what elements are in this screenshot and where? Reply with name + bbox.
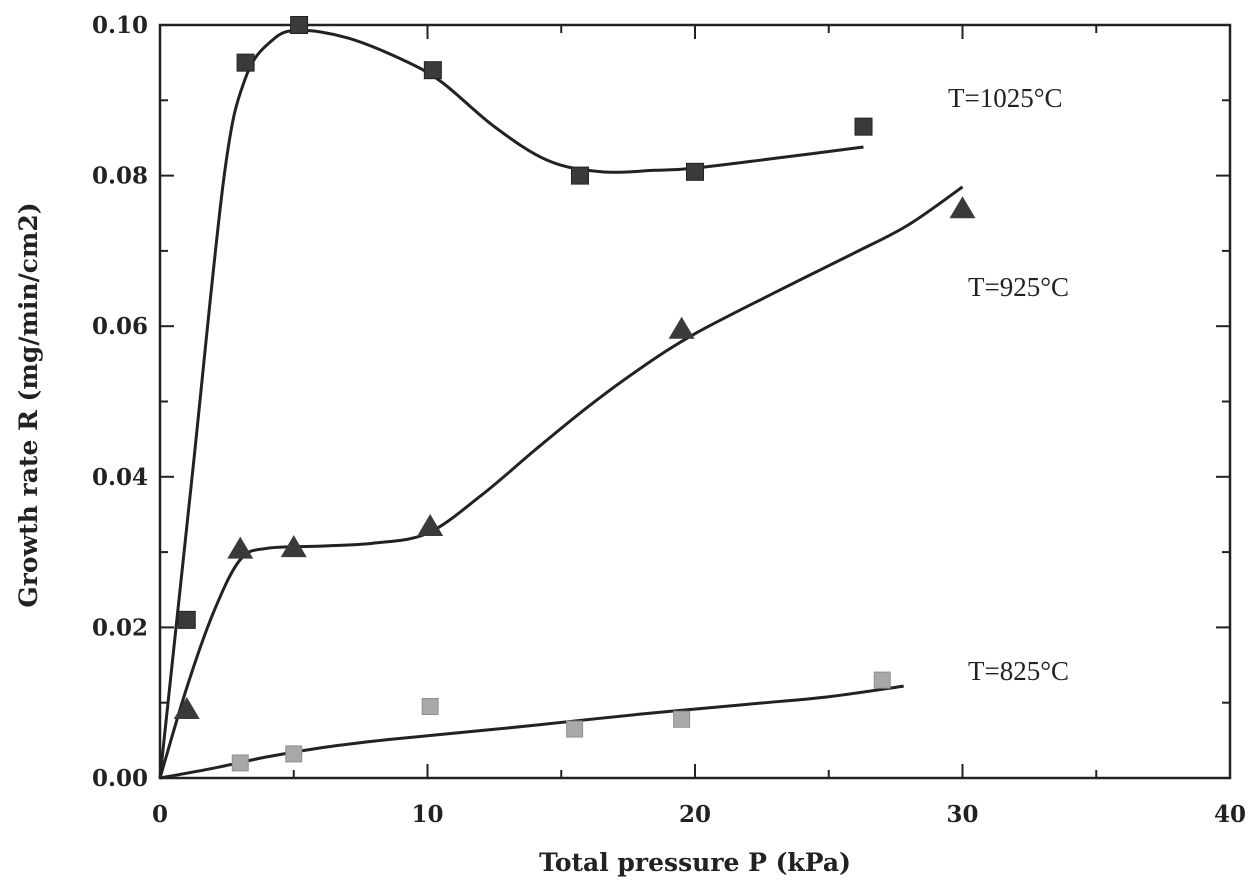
- y-tick-label: 0.10: [92, 12, 148, 39]
- x-tick-label: 40: [1214, 801, 1246, 828]
- data-point-triangle: [668, 316, 695, 339]
- axis-ticks: 0 10 20 30 40 0.00 0.02 0.04 0.06 0.08 0.10: [92, 12, 1246, 828]
- data-point-triangle: [227, 536, 254, 559]
- data-point-triangle: [949, 196, 976, 219]
- data-point-square: [566, 720, 584, 738]
- data-point-triangle: [280, 535, 307, 558]
- data-point-square: [873, 671, 891, 689]
- data-point-square: [570, 166, 589, 185]
- data-point-square: [285, 745, 303, 763]
- series-label-1025: T=1025°C: [948, 83, 1063, 113]
- y-tick-label: 0.08: [92, 163, 148, 190]
- data-point-square: [423, 61, 442, 80]
- data-point-square: [231, 754, 249, 772]
- y-tick-label: 0.04: [92, 464, 148, 491]
- data-point-square: [854, 117, 873, 136]
- data-markers: [173, 16, 976, 772]
- y-tick-label: 0.06: [92, 313, 148, 340]
- data-point-triangle: [173, 697, 200, 720]
- series-label-825: T=825°C: [968, 656, 1069, 686]
- fit-curve: [158, 185, 964, 779]
- x-tick-label: 0: [152, 801, 168, 828]
- y-tick-label: 0.00: [92, 765, 148, 792]
- y-tick-label: 0.02: [92, 614, 148, 641]
- y-axis-title: Growth rate R (mg/min/cm2): [14, 202, 43, 607]
- data-point-square: [421, 697, 439, 715]
- data-point-triangle: [417, 514, 444, 537]
- data-point-square: [177, 610, 196, 629]
- x-tick-label: 20: [679, 801, 711, 828]
- series-label-925: T=925°C: [968, 272, 1069, 302]
- x-tick-label: 30: [946, 801, 978, 828]
- data-point-square: [686, 162, 704, 181]
- fit-curve: [159, 684, 904, 780]
- data-point-square: [290, 16, 309, 34]
- data-point-square: [673, 710, 691, 728]
- x-axis-title: Total pressure P (kPa): [539, 848, 851, 877]
- x-tick-label: 10: [411, 801, 443, 828]
- fit-curves: [158, 28, 964, 780]
- fit-curve: [158, 28, 864, 779]
- data-point-square: [236, 53, 255, 72]
- plot-frame: [158, 23, 1232, 780]
